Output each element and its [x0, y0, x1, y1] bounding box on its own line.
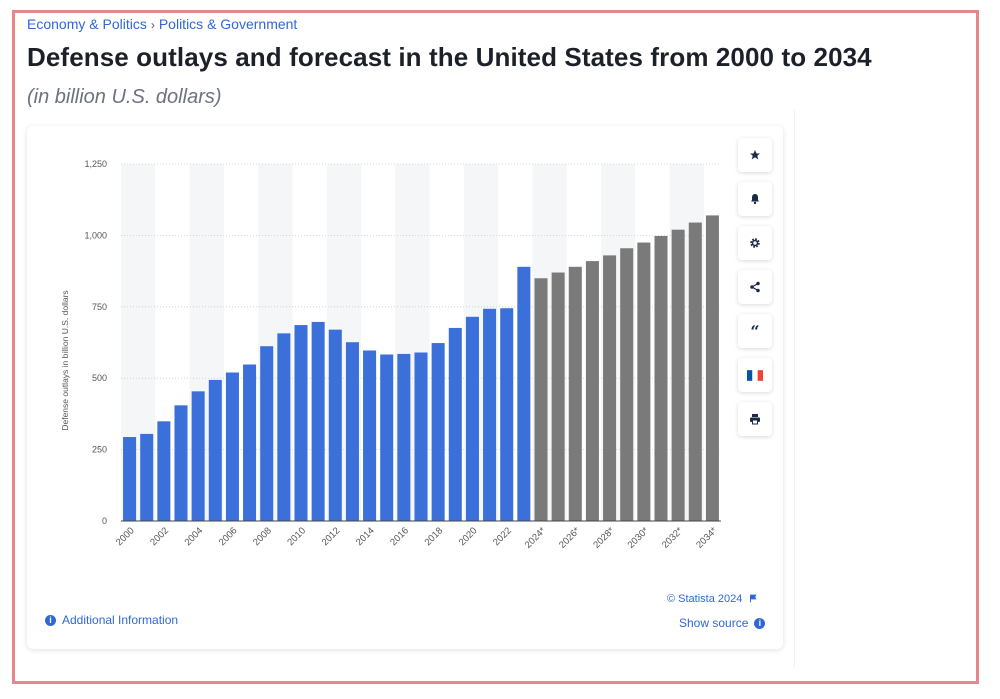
- actual-bar: [465, 316, 479, 521]
- page-title: Defense outlays and forecast in the Unit…: [27, 42, 872, 72]
- actual-bar: [397, 353, 411, 521]
- show-source-label: Show source: [679, 616, 749, 630]
- forecast-bar: [585, 261, 599, 521]
- actual-bar: [140, 433, 154, 521]
- x-tick-label: 2018: [423, 525, 446, 548]
- actual-bar: [294, 325, 308, 521]
- flag-icon: [750, 594, 758, 603]
- actual-bar: [191, 391, 205, 521]
- forecast-bar: [568, 266, 582, 521]
- x-tick-label: 2030*: [626, 525, 652, 551]
- print-icon: [750, 414, 760, 425]
- print-button[interactable]: [738, 402, 772, 436]
- actual-bar: [431, 343, 445, 521]
- forecast-bar: [671, 229, 685, 522]
- actual-bar: [483, 308, 497, 521]
- breadcrumb-category[interactable]: Economy & Politics: [27, 16, 147, 32]
- x-tick-label: 2020: [457, 525, 480, 548]
- actual-bar: [277, 333, 291, 521]
- y-axis-title: Defense outlays in billion U.S. dollars: [60, 290, 70, 430]
- actual-bar: [174, 405, 188, 521]
- breadcrumb-subcategory[interactable]: Politics & Government: [158, 16, 298, 32]
- x-tick-label: 2006: [217, 525, 240, 548]
- actual-bar: [414, 352, 428, 521]
- y-tick-label: 500: [92, 373, 107, 383]
- flag-fr-icon: [747, 369, 763, 381]
- forecast-bar: [620, 248, 634, 521]
- x-tick-label: 2016: [388, 525, 411, 548]
- cite-button[interactable]: “: [738, 314, 772, 348]
- actual-bar: [225, 372, 239, 521]
- additional-information-label: Additional Information: [62, 613, 179, 627]
- forecast-bar: [705, 215, 719, 521]
- forecast-bar: [603, 255, 617, 521]
- x-tick-label: 2032*: [660, 525, 686, 551]
- x-tick-label: 2014: [354, 525, 377, 548]
- favorite-button[interactable]: [738, 138, 772, 172]
- highlight-frame: [12, 10, 979, 684]
- x-tick-label: 2010: [285, 525, 308, 548]
- actual-bar: [448, 327, 462, 521]
- language-button[interactable]: [738, 358, 772, 392]
- x-tick-label: 2008: [251, 525, 274, 548]
- x-tick-label: 2004: [183, 525, 206, 548]
- copyright-link[interactable]: © Statista 2024: [667, 593, 758, 605]
- x-tick-label: 2022: [491, 525, 514, 548]
- y-tick-label: 0: [102, 516, 107, 526]
- show-source-link[interactable]: Show source i: [679, 616, 766, 630]
- bar-chart: 0 250 500 750 1,000 1,250 2000 2002 2004 2006 2008…: [60, 159, 721, 551]
- breadcrumb-separator: ›: [150, 18, 155, 32]
- actual-bar: [345, 342, 359, 521]
- y-tick-label: 250: [92, 445, 107, 455]
- settings-button[interactable]: [738, 226, 772, 260]
- notification-button[interactable]: [738, 182, 772, 216]
- actual-bar: [208, 379, 222, 521]
- actual-bar: [328, 329, 342, 521]
- additional-information-link[interactable]: i Additional Information: [45, 613, 178, 627]
- share-icon: [750, 281, 760, 293]
- quote-icon: “: [750, 321, 760, 341]
- chart-toolbar: “: [738, 138, 774, 446]
- side-panel: [795, 110, 975, 668]
- gear-icon: [750, 238, 760, 248]
- share-button[interactable]: [738, 270, 772, 304]
- page-subtitle: (in billion U.S. dollars): [27, 86, 222, 108]
- bell-icon: [751, 194, 759, 205]
- actual-bar: [380, 354, 394, 521]
- forecast-bar: [688, 222, 702, 521]
- actual-bar: [243, 364, 257, 521]
- copyright-text: © Statista 2024: [667, 593, 743, 605]
- actual-bar: [260, 346, 274, 521]
- x-tick-label: 2002: [148, 525, 171, 548]
- x-tick-label: 2034*: [694, 525, 720, 551]
- forecast-bar: [534, 278, 548, 521]
- x-tick-label: 2012: [320, 525, 343, 548]
- actual-bar: [500, 308, 514, 521]
- actual-bar: [157, 421, 171, 521]
- x-tick-label: 2028*: [591, 525, 617, 551]
- forecast-bar: [654, 235, 668, 521]
- x-tick-label: 2024*: [523, 525, 549, 551]
- y-tick-label: 1,250: [84, 159, 107, 169]
- actual-bar: [123, 437, 137, 521]
- star-icon: [750, 150, 760, 160]
- breadcrumb: Economy & Politics › Politics & Government: [27, 16, 297, 32]
- source-info-icon: i: [754, 617, 766, 629]
- info-icon: i: [45, 614, 56, 626]
- actual-bar: [311, 321, 325, 521]
- forecast-bar: [637, 242, 651, 521]
- x-tick-label: 2000: [114, 525, 137, 548]
- actual-bar: [517, 266, 531, 521]
- x-tick-label: 2026*: [557, 525, 583, 551]
- chart-card: 0 250 500 750 1,000 1,250 2000 2002 2004 2006 2008…: [27, 126, 783, 649]
- y-tick-label: 1,000: [84, 230, 107, 240]
- forecast-bar: [551, 272, 565, 521]
- actual-bar: [363, 350, 377, 521]
- y-tick-label: 750: [92, 302, 107, 312]
